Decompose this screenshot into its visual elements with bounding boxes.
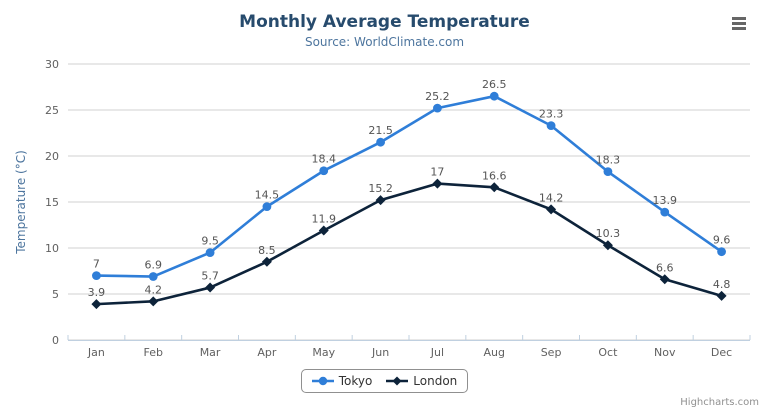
x-axis-label: Apr <box>257 346 277 359</box>
y-axis-title: Temperature (°C) <box>14 150 28 255</box>
credits-link[interactable]: Highcharts.com <box>680 397 759 408</box>
data-label: 4.2 <box>145 283 163 296</box>
series-line-tokyo <box>96 94 723 278</box>
data-label: 10.3 <box>596 227 621 240</box>
x-axis-label: Sep <box>541 346 562 359</box>
marker-london[interactable] <box>205 282 216 293</box>
marker-london[interactable] <box>91 299 102 310</box>
marker-london[interactable] <box>432 178 443 189</box>
marker-london[interactable] <box>602 240 613 251</box>
diamond-marker-icon <box>386 376 409 386</box>
legend-label: London <box>413 374 458 388</box>
data-label: 6.9 <box>145 259 163 272</box>
marker-london[interactable] <box>375 195 386 206</box>
export-menu-button[interactable] <box>729 14 749 32</box>
marker-tokyo[interactable] <box>660 207 670 217</box>
data-label: 16.6 <box>482 169 507 182</box>
y-axis-label: 25 <box>45 104 59 117</box>
circle-marker-icon <box>311 376 334 386</box>
marker-tokyo[interactable] <box>717 247 726 257</box>
y-axis-label: 15 <box>45 196 59 209</box>
marker-tokyo[interactable] <box>92 271 101 280</box>
marker-tokyo[interactable] <box>546 121 556 131</box>
marker-london[interactable] <box>546 204 557 215</box>
data-label: 15.2 <box>368 182 393 195</box>
data-label: 23.3 <box>539 108 564 121</box>
data-label: 5.7 <box>201 270 219 283</box>
marker-tokyo[interactable] <box>433 103 442 113</box>
legend: Tokyo London <box>0 369 769 393</box>
marker-london[interactable] <box>148 296 159 307</box>
axes-layer: 0 5 10 15 20 25 30 Jan Feb Mar Apr May Jun Jul Aug Sep O… <box>45 58 751 359</box>
series-line-london <box>96 182 722 306</box>
marker-tokyo[interactable] <box>603 167 613 177</box>
marker-london[interactable] <box>489 182 500 193</box>
marker-tokyo[interactable] <box>262 202 272 212</box>
data-label: 7 <box>93 258 100 271</box>
data-label: 18.3 <box>596 154 621 167</box>
legend-item-tokyo[interactable]: Tokyo <box>311 374 373 388</box>
data-label: 26.5 <box>482 78 507 91</box>
y-axis-label: 0 <box>52 334 59 347</box>
legend-box: Tokyo London <box>300 369 469 393</box>
series-layer <box>91 91 727 310</box>
marker-tokyo[interactable] <box>148 272 158 281</box>
y-axis-label: 5 <box>52 288 59 301</box>
x-axis-label: Jun <box>371 346 389 359</box>
x-axis-label: Mar <box>200 346 221 359</box>
legend-label: Tokyo <box>338 374 373 388</box>
marker-london[interactable] <box>318 225 329 236</box>
x-axis-label: Jan <box>87 346 105 359</box>
chart-subtitle: Source: WorldClimate.com <box>304 35 465 49</box>
chart-title: Monthly Average Temperature <box>239 12 530 32</box>
marker-tokyo[interactable] <box>489 91 499 101</box>
data-label: 14.5 <box>255 189 280 202</box>
x-axis-label: Dec <box>711 346 732 359</box>
y-axis-label: 30 <box>45 58 59 71</box>
x-axis-label: Feb <box>144 346 163 359</box>
data-label: 13.9 <box>653 194 678 207</box>
data-labels-layer: 7 6.9 9.5 14.5 18.4 21.5 25.2 26.5 23.3 18.3 13.9 9… <box>88 78 731 299</box>
marker-london[interactable] <box>261 256 272 267</box>
data-label: 25.2 <box>425 90 450 103</box>
x-axis-label: Jul <box>430 346 444 359</box>
x-axis-label: Oct <box>598 346 618 359</box>
data-label: 14.2 <box>539 191 564 204</box>
x-axis-label: Nov <box>654 346 676 359</box>
data-label: 9.6 <box>713 234 731 247</box>
data-label: 3.9 <box>88 286 106 299</box>
marker-tokyo[interactable] <box>376 137 385 147</box>
marker-london[interactable] <box>716 290 727 301</box>
x-axis-label: Aug <box>484 346 505 359</box>
data-label: 21.5 <box>368 124 393 137</box>
data-label: 8.5 <box>258 244 276 257</box>
data-label: 11.9 <box>312 213 337 226</box>
data-label: 17 <box>430 166 444 179</box>
marker-tokyo[interactable] <box>319 166 329 176</box>
y-axis-label: 20 <box>45 150 59 163</box>
y-axis-label: 10 <box>45 242 59 255</box>
data-label: 18.4 <box>312 153 337 166</box>
legend-item-london[interactable]: London <box>386 374 457 388</box>
hamburger-menu-icon <box>732 16 746 20</box>
marker-tokyo[interactable] <box>205 248 215 257</box>
data-label: 6.6 <box>656 261 674 274</box>
marker-london[interactable] <box>659 274 670 285</box>
data-label: 4.8 <box>713 278 731 291</box>
data-label: 9.5 <box>201 235 219 248</box>
x-axis-label: May <box>312 346 335 359</box>
